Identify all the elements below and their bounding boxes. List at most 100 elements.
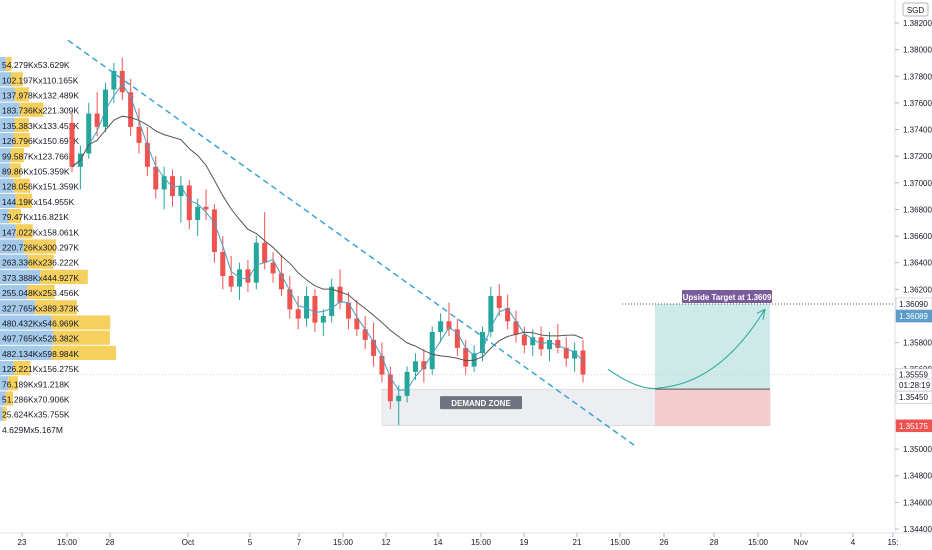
volume-profile-label: 99.587Kx123.766K (2, 151, 75, 161)
candle-body (245, 269, 251, 283)
candle-body (287, 289, 293, 310)
volume-profile-up-bar (0, 178, 14, 193)
candle-body (170, 176, 176, 197)
volume-profile-up-bar (0, 285, 28, 300)
volume-profile-down-bar (13, 178, 30, 193)
volume-profile-up-bar (0, 224, 16, 239)
candle-body (354, 318, 360, 330)
candle-body (488, 295, 494, 332)
candle-body (278, 273, 284, 290)
slow-moving-average (71, 115, 584, 362)
candle-body (329, 286, 335, 316)
candle-body (220, 252, 226, 276)
volume-profile-up-bar (0, 300, 36, 315)
candle-body (136, 126, 142, 143)
candle-body (237, 269, 243, 287)
volume-profile-up-bar (0, 376, 9, 391)
volume-profile-up-bar (0, 163, 10, 178)
time-tick-label: 26 (660, 538, 669, 547)
upside-target-label-bg (682, 289, 772, 303)
volume-profile-label: 4.629Mx5.167M (2, 425, 63, 435)
volume-profile-up-bar (0, 57, 6, 72)
volume-profile-label: 89.86Kx105.359K (2, 167, 70, 177)
volume-profile-up-bar (0, 391, 6, 406)
volume-profile-up-bar (0, 193, 16, 208)
candle-body (128, 92, 134, 127)
candle-body (546, 339, 552, 350)
volume-profile-up-bar (0, 254, 29, 269)
volume-profile-up-bar (0, 209, 9, 224)
projection-curve (607, 309, 766, 389)
candle-body (387, 374, 393, 402)
zones-layer (0, 303, 895, 427)
price-tick-label: 1.34400 (903, 525, 932, 534)
volume-profile-up-bar (0, 269, 41, 284)
candle-body (228, 276, 234, 287)
candle-body (312, 295, 318, 323)
candle-body (371, 339, 377, 356)
candle-body (195, 206, 201, 221)
candle-body (463, 347, 469, 367)
volume-profile-up-bar (0, 102, 20, 117)
time-tick-label: 19 (520, 538, 529, 547)
volume-profile-label: 480.432Kx546.969K (2, 319, 79, 329)
volume-profile-up-bar (0, 133, 14, 148)
volume-profile-down-bar (51, 345, 116, 360)
demand-zone-label: DEMAND ZONE (451, 399, 511, 408)
time-tick-label: 5 (248, 538, 253, 547)
candle-body (396, 395, 402, 402)
price-tick-label: 1.36200 (903, 285, 932, 294)
volume-profile-up-bar (0, 148, 11, 163)
candle-body (337, 286, 343, 303)
volume-profile-label: 147.022Kx158.061K (2, 227, 79, 237)
volume-profile-down-bar (14, 117, 29, 132)
time-tick-label: 15:00 (610, 538, 631, 547)
candle-body (446, 321, 452, 330)
candle-body (538, 337, 544, 350)
volume-profile-down-bar (14, 87, 30, 102)
volume-profile-down-bar (10, 72, 23, 87)
candle-body (572, 350, 578, 359)
volume-profile-down-bar (53, 330, 110, 345)
volume-profile-down-bar (27, 285, 55, 300)
candle-body (186, 185, 192, 221)
time-tick-label: 23 (18, 538, 27, 547)
candle-body (253, 242, 259, 283)
candle-body (270, 262, 276, 274)
volume-profile-down-bar (15, 224, 33, 239)
candle-body (404, 371, 410, 396)
candle-body (69, 122, 75, 167)
time-tick-label: 21 (573, 538, 582, 547)
time-tick-label: Oct (182, 538, 195, 547)
candle-body (103, 89, 109, 127)
candle-body (320, 315, 326, 323)
volume-profile-label: 79.47Kx116.821K (2, 212, 69, 222)
volume-profile-down-bar (35, 300, 77, 315)
price-tick-label: 1.35000 (903, 445, 932, 454)
volume-profile-up-bar (0, 72, 11, 87)
currency-badge (902, 2, 929, 17)
lines-layer (67, 39, 766, 448)
price-tick-label: 1.36400 (903, 259, 932, 268)
upside-target-label: Upside Target at 1.3609 (683, 293, 772, 302)
candle-body (144, 142, 150, 167)
volume-profile-label: 54.279Kx53.629K (2, 60, 70, 70)
price-badge-text: 01:28:19 (899, 381, 931, 390)
volume-profile-down-bar (13, 361, 31, 376)
candle-body (153, 166, 159, 190)
volume-profile: 54.279Kx53.629K 102.197Kx110.165K 137.978K… (0, 57, 116, 435)
time-tick-label: 28 (710, 538, 719, 547)
volume-profile-label: 102.197Kx110.165K (2, 75, 79, 85)
volume-profile-down-bar (40, 269, 88, 284)
volume-profile-up-bar (0, 406, 3, 421)
time-tick-label: 4 (851, 538, 856, 547)
candle-body (161, 176, 167, 190)
candle-body (94, 113, 100, 127)
candle-body (513, 321, 519, 335)
volume-profile-label: 497.765Kx526.382K (2, 334, 79, 344)
time-tick-label: 15: (887, 538, 898, 547)
price-tick-label: 1.38200 (903, 19, 932, 28)
